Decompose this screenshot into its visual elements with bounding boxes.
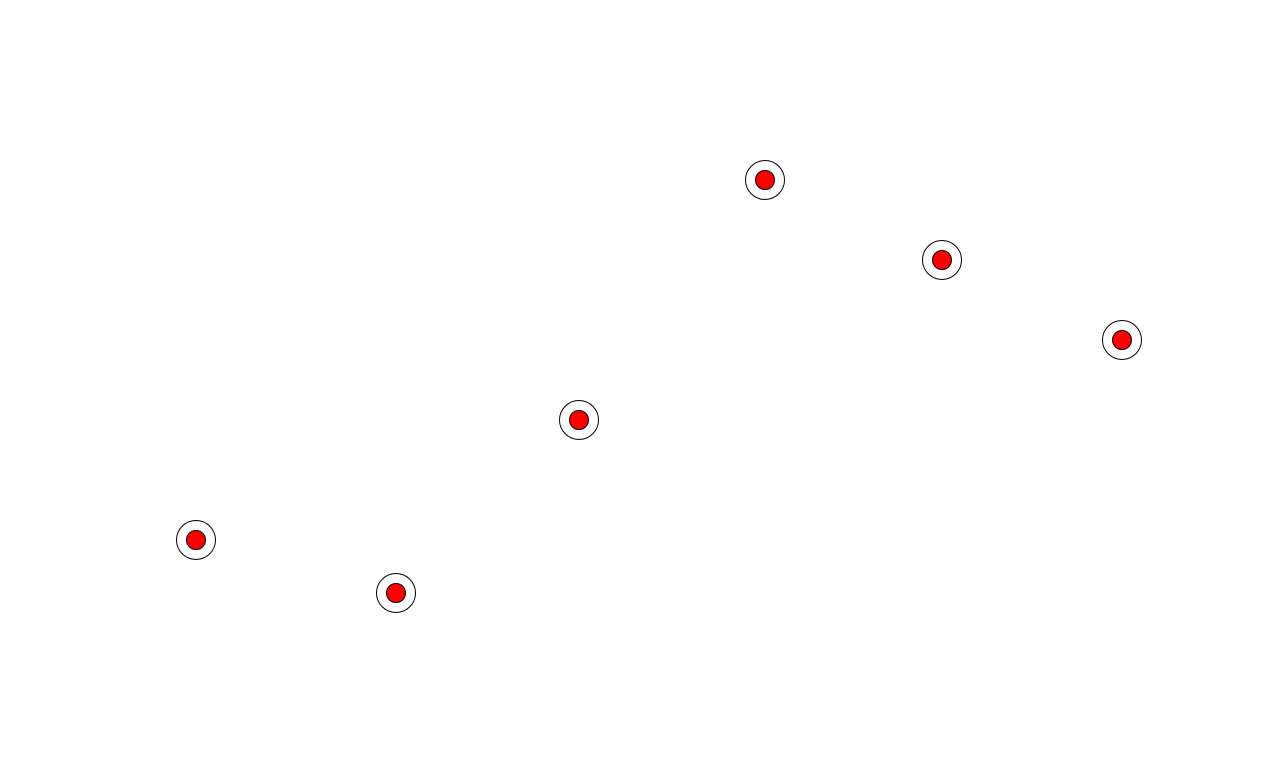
target-2[interactable]: [922, 240, 962, 280]
target-4[interactable]: [559, 400, 599, 440]
target-1[interactable]: [745, 160, 785, 200]
target-dot: [755, 170, 775, 190]
target-6[interactable]: [376, 573, 416, 613]
target-dot: [386, 583, 406, 603]
target-dot: [932, 250, 952, 270]
target-dot: [186, 530, 206, 550]
target-dot: [1112, 330, 1132, 350]
target-dot: [569, 410, 589, 430]
target-5[interactable]: [176, 520, 216, 560]
target-3[interactable]: [1102, 320, 1142, 360]
